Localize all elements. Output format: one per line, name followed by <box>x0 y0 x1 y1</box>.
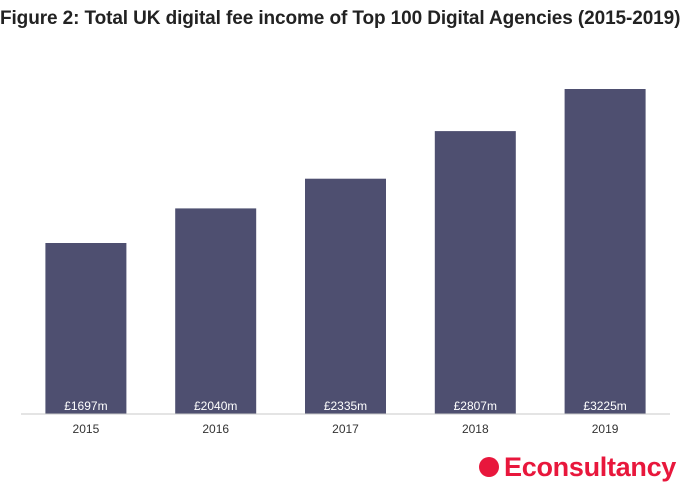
bar-2016 <box>175 208 257 414</box>
x-tick-label-2015: 2015 <box>73 422 100 436</box>
data-label-2019: £3225m <box>583 399 626 413</box>
brand-name: Econsultancy <box>504 451 676 482</box>
x-tick-label-2016: 2016 <box>202 422 229 436</box>
bar-2017 <box>305 178 386 414</box>
data-label-2015: £1697m <box>64 399 107 413</box>
econsultancy-logo: Econsultancy <box>479 450 676 484</box>
bar-2015 <box>45 243 127 414</box>
bars-layer: £1697m £2040m £2335m £2807m £3225m <box>45 89 646 414</box>
bar-2019 <box>564 89 646 414</box>
x-tick-labels: 2015 2016 2017 2018 2019 <box>73 422 619 436</box>
x-tick-label-2018: 2018 <box>462 422 489 436</box>
data-label-2017: £2335m <box>324 399 367 413</box>
chart-title: Figure 2: Total UK digital fee income of… <box>0 8 681 29</box>
x-tick-label-2017: 2017 <box>332 422 359 436</box>
brand-dot-icon <box>479 457 500 477</box>
data-label-2018: £2807m <box>454 399 497 413</box>
data-label-2016: £2040m <box>194 399 237 413</box>
bar-2018 <box>434 131 516 414</box>
x-tick-label-2019: 2019 <box>592 422 619 436</box>
